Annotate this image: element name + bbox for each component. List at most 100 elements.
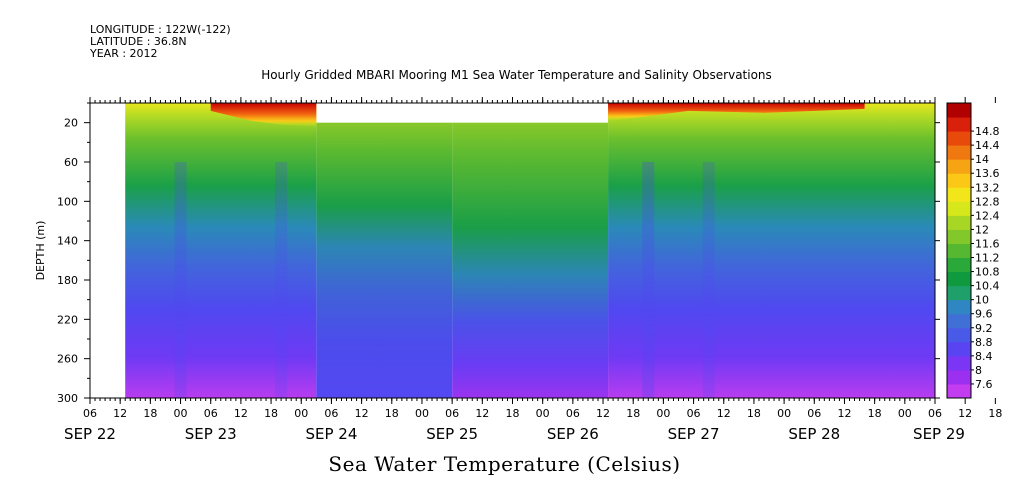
colorbar-swatch <box>947 173 971 188</box>
cold-streak <box>275 162 288 398</box>
x-hour-label: 12 <box>837 407 851 420</box>
cold-streak <box>174 162 187 398</box>
colorbar-swatch <box>947 131 971 146</box>
colorbar-level-label: 12.4 <box>975 209 1000 222</box>
year-label: YEAR : 2012 <box>90 47 158 60</box>
x-hour-label: 00 <box>777 407 791 420</box>
latitude-label: LATITUDE : 36.8N <box>90 35 187 48</box>
colorbar-level-label: 11.6 <box>975 237 1000 250</box>
colorbar-level-label: 13.2 <box>975 181 1000 194</box>
colorbar-swatch <box>947 187 971 202</box>
colorbar-swatch <box>947 313 971 329</box>
y-tick-label: 180 <box>57 274 78 287</box>
colorbar-swatch <box>947 327 971 343</box>
colorbar-swatch <box>947 117 971 132</box>
x-hour-label: 18 <box>264 407 278 420</box>
x-hour-label: 06 <box>324 407 338 420</box>
x-date-label: SEP 26 <box>547 425 599 443</box>
colorbar-swatch <box>947 201 971 216</box>
temperature-field-gap-b <box>452 122 609 399</box>
x-hour-label: 06 <box>83 407 97 420</box>
x-hour-label: 18 <box>626 407 640 420</box>
colorbar-swatch <box>947 145 971 160</box>
x-hour-label: 00 <box>294 407 308 420</box>
colorbar-swatch <box>947 285 971 301</box>
temperature-field-gap-a <box>316 122 453 399</box>
colorbar-swatch <box>947 383 971 399</box>
x-hour-label: 06 <box>928 407 942 420</box>
colorbar-level-label: 11.2 <box>975 252 1000 265</box>
longitude-label: LONGITUDE : 122W(-122) <box>90 23 231 36</box>
colorbar-level-label: 8.4 <box>975 350 993 363</box>
x-hour-label: 12 <box>355 407 369 420</box>
colorbar-level-label: 8.8 <box>975 336 993 349</box>
y-tick-label: 60 <box>64 156 78 169</box>
colorbar-swatch <box>947 341 971 357</box>
temperature-field-left <box>125 103 317 398</box>
x-hour-label: 00 <box>174 407 188 420</box>
x-hour-label: 18 <box>506 407 520 420</box>
y-axis-label: DEPTH (m) <box>34 221 47 281</box>
x-hour-label: 00 <box>898 407 912 420</box>
colorbar-level-label: 14 <box>975 153 989 166</box>
x-date-label: SEP 28 <box>788 425 840 443</box>
x-hour-label: 18 <box>747 407 761 420</box>
temperature-field-right <box>608 103 935 398</box>
plot-area <box>125 103 935 399</box>
x-date-label: SEP 25 <box>426 425 478 443</box>
colorbar-level-label: 10.4 <box>975 280 1000 293</box>
x-hour-label: 12 <box>234 407 248 420</box>
x-hour-label: 18 <box>385 407 399 420</box>
colorbar-frame <box>946 102 972 399</box>
y-tick-label: 20 <box>64 117 78 130</box>
x-hour-label: 06 <box>566 407 580 420</box>
x-hour-label: 12 <box>596 407 610 420</box>
colorbar-swatch <box>947 229 971 244</box>
x-hour-label: 12 <box>475 407 489 420</box>
x-date-label: SEP 27 <box>668 425 720 443</box>
x-hour-label: 18 <box>988 407 1002 420</box>
colorbar-swatch <box>947 243 971 259</box>
colorbar-swatch <box>947 299 971 315</box>
colorbar-level-label: 12 <box>975 223 989 236</box>
colorbar-swatch <box>947 215 971 230</box>
x-date-label: SEP 24 <box>305 425 357 443</box>
colorbar-swatch <box>947 103 971 118</box>
colorbar-level-label: 9.6 <box>975 308 993 321</box>
colorbar-level-label: 9.2 <box>975 322 993 335</box>
x-hour-label: 06 <box>687 407 701 420</box>
colorbar-swatch <box>947 355 971 371</box>
colorbar-swatch <box>947 369 971 385</box>
x-hour-label: 12 <box>958 407 972 420</box>
colorbar-level-label: 10.8 <box>975 266 1000 279</box>
y-tick-label: 260 <box>57 353 78 366</box>
colorbar-swatch <box>947 159 971 174</box>
warm-surface-sep24 <box>210 103 317 127</box>
y-tick-label: 300 <box>57 392 78 405</box>
x-date-label: SEP 23 <box>185 425 237 443</box>
x-hour-label: 18 <box>868 407 882 420</box>
colorbar-label: Sea Water Temperature (Celsius) <box>328 452 681 476</box>
x-hour-label: 12 <box>717 407 731 420</box>
x-date-label: SEP 29 <box>913 425 965 443</box>
cold-streak <box>702 162 715 398</box>
colorbar-level-label: 13.6 <box>975 167 1000 180</box>
temperature-heatmap-chart: 20 60 100 140 180 220 260 300 DEPTH (m) 06 12 18 00 0… <box>34 97 1002 443</box>
colorbar-swatch <box>947 271 971 287</box>
chart-title: Hourly Gridded MBARI Mooring M1 Sea Wate… <box>261 68 772 82</box>
colorbar-level-label: 12.8 <box>975 195 1000 208</box>
y-tick-label: 220 <box>57 313 78 326</box>
y-tick-label: 100 <box>57 195 78 208</box>
y-tick-label: 140 <box>57 235 78 248</box>
colorbar-level-label: 14.4 <box>975 139 1000 152</box>
x-hour-label: 06 <box>204 407 218 420</box>
colorbar-level-label: 10 <box>975 294 989 307</box>
x-hour-label: 00 <box>536 407 550 420</box>
colorbar-level-label: 14.8 <box>975 125 1000 138</box>
x-hour-label: 06 <box>445 407 459 420</box>
x-hour-label: 00 <box>656 407 670 420</box>
x-hour-label: 12 <box>113 407 127 420</box>
warm-surface-sep27 <box>608 103 865 121</box>
colorbar-level-label: 8 <box>975 364 982 377</box>
